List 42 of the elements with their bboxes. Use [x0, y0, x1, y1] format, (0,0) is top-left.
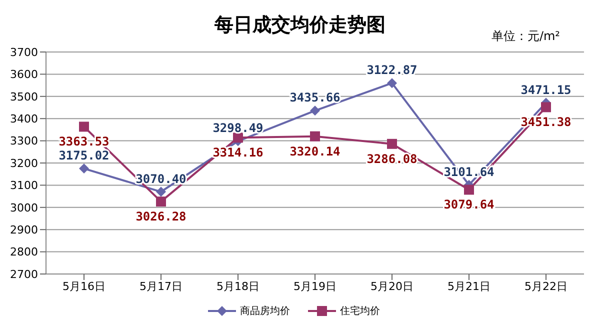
point	[79, 164, 89, 174]
point	[387, 138, 397, 149]
point	[310, 106, 320, 116]
y-tick-label: 3500	[10, 90, 38, 104]
point	[156, 186, 166, 197]
annotation: 3122.87	[366, 63, 418, 78]
data-label: 3298.49	[212, 121, 264, 136]
data-label: 3320.14	[290, 144, 340, 158]
y-tick-label: 2900	[10, 224, 38, 237]
legend-label: 商品房均价	[240, 304, 290, 318]
data-label: 3471.15	[520, 82, 572, 97]
x-tick-label: 5月20日	[370, 280, 414, 293]
point	[233, 132, 243, 143]
x-tick-label: 5月19日	[294, 280, 336, 293]
x-tick-label: 5月18日	[216, 280, 260, 293]
y-tick-label: 3600	[10, 68, 38, 82]
x-tick-label: 5月21日	[448, 280, 490, 293]
chart-title: 每日成交均价走势图	[214, 14, 386, 36]
text: 单位：元/m²	[491, 28, 560, 45]
x-tick-label: 5月22日	[524, 280, 568, 293]
point	[156, 196, 166, 207]
data-label: 3026.28	[136, 210, 186, 224]
data-label: 3286.08	[366, 152, 418, 166]
x-tick-label: 5月16日	[62, 280, 106, 293]
y-tick-label: 3700	[10, 46, 38, 59]
point	[79, 122, 89, 132]
point	[387, 78, 397, 88]
point	[310, 131, 320, 142]
y-tick-label: 3100	[10, 179, 38, 192]
y-tick-label: 2700	[10, 268, 38, 281]
y-tick-label: 3000	[10, 201, 38, 214]
data-label: 3435.66	[290, 90, 340, 105]
point	[541, 102, 551, 112]
point	[464, 184, 474, 195]
legend-label: 住宅均价	[340, 304, 380, 318]
y-tick-label: 3400	[10, 112, 38, 126]
data-label: 3079.64	[444, 198, 494, 212]
x-tick-label: 5月17日	[140, 280, 182, 293]
y-tick-label: 2800	[10, 246, 38, 259]
data-label: 3175.02	[58, 148, 110, 163]
y-tick-label: 3200	[10, 156, 38, 170]
y-tick-label: 3300	[10, 134, 38, 148]
